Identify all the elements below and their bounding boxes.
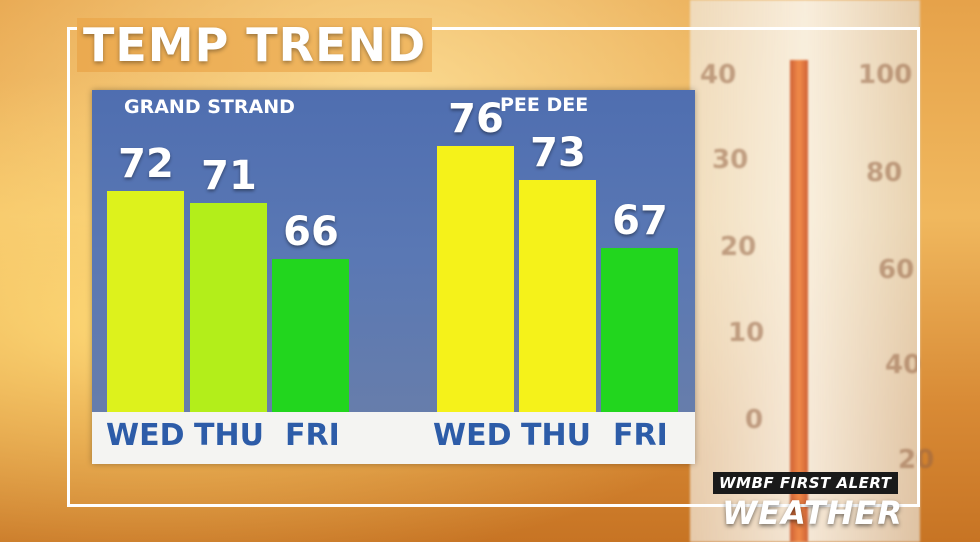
graphic-frame bbox=[67, 27, 920, 507]
station-logo-bottom: WEATHER bbox=[722, 494, 903, 532]
region-title-pee-dee: PEE DEE bbox=[500, 94, 589, 116]
bar-value-label: 71 bbox=[201, 152, 257, 199]
bar-wed bbox=[437, 146, 514, 412]
tick-right: 100 bbox=[858, 60, 913, 90]
bar-value-label: 67 bbox=[612, 197, 668, 244]
region-title-grand-strand: GRAND STRAND bbox=[124, 96, 295, 118]
bar-value-label: 66 bbox=[283, 209, 339, 255]
day-label-fri: FRI bbox=[285, 418, 340, 453]
bar-value-label: 73 bbox=[530, 129, 586, 176]
day-label-wed: WED bbox=[106, 418, 185, 453]
bar-fri bbox=[601, 247, 678, 412]
day-label-thu: THU bbox=[521, 418, 591, 453]
tick-left: 0 bbox=[745, 405, 764, 435]
tick-left: 40 bbox=[700, 60, 737, 90]
day-label-thu: THU bbox=[194, 418, 264, 453]
day-label-strip bbox=[92, 412, 695, 464]
day-label-fri: FRI bbox=[613, 418, 668, 453]
bar-fri bbox=[272, 259, 349, 412]
page-title: TEMP TREND bbox=[77, 18, 433, 72]
day-label-wed: WED bbox=[433, 418, 512, 453]
tick-left: 20 bbox=[720, 232, 757, 262]
bar-thu bbox=[190, 202, 267, 412]
bar-thu bbox=[519, 179, 596, 412]
bar-wed bbox=[107, 191, 184, 412]
bar-value-label: 72 bbox=[118, 141, 174, 188]
tick-left: 30 bbox=[712, 145, 749, 175]
bar-value-label: 76 bbox=[448, 96, 504, 142]
tick-right: 40 bbox=[885, 350, 922, 380]
tick-right: 60 bbox=[878, 255, 915, 285]
station-logo-top: WMBF FIRST ALERT bbox=[713, 472, 898, 494]
tick-right: 20 bbox=[898, 445, 935, 475]
tick-right: 80 bbox=[866, 158, 903, 188]
thermometer-tube bbox=[790, 60, 808, 542]
tick-left: 10 bbox=[728, 318, 765, 348]
